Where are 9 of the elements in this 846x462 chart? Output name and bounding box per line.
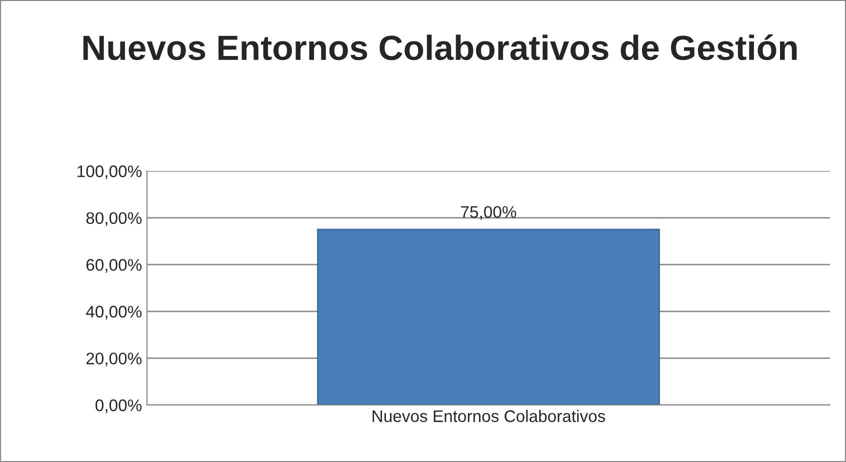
y-tick-label: 80,00% [86,212,142,226]
y-tick-label: 20,00% [86,352,142,366]
y-tick-label: 60,00% [86,259,142,273]
y-tick-label: 40,00% [86,306,142,320]
y-tick-label: 0,00% [96,399,142,414]
data-label: 75,00% [461,206,516,220]
chart-title: Nuevos Entornos Colaborativos de Gestión [83,34,797,60]
x-tick-label: Nuevos Entornos Colaborativos [372,410,606,422]
y-tick-label: 100,00% [78,165,142,180]
